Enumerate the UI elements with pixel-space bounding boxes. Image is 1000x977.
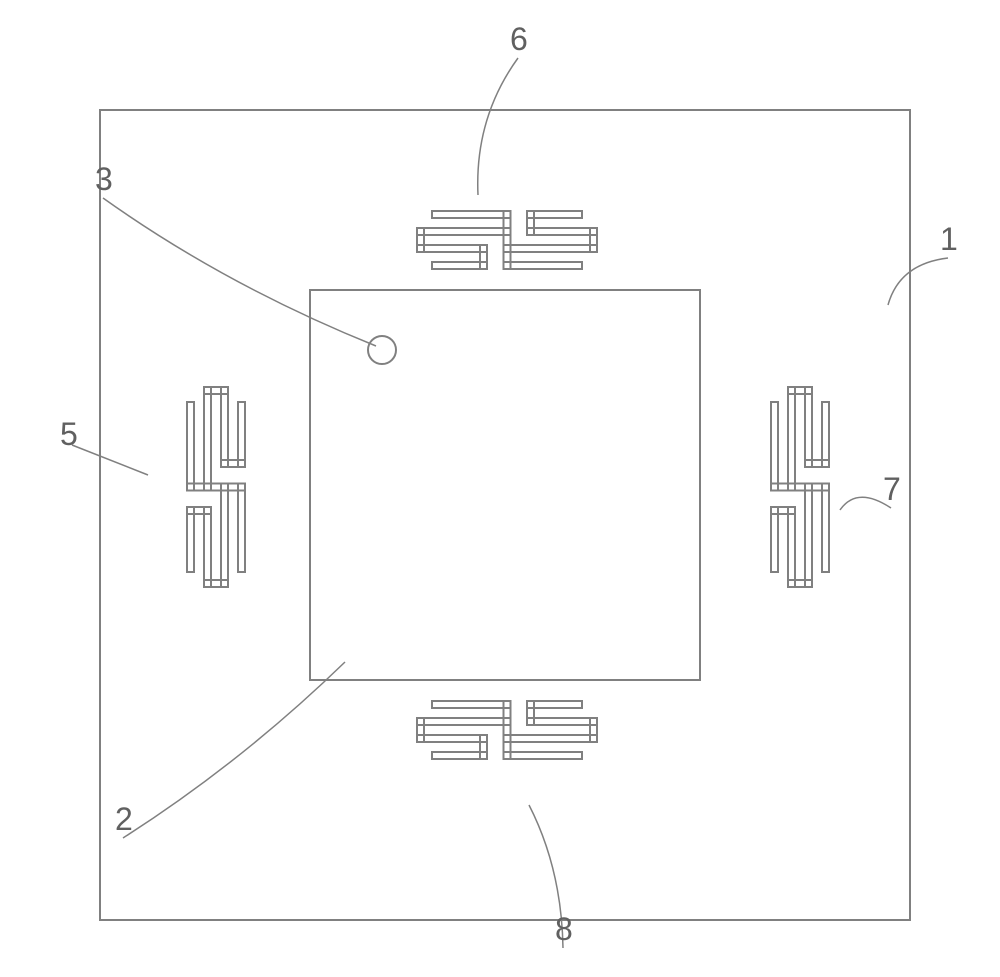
callout-label: 2 bbox=[115, 801, 133, 837]
resonator-vertical bbox=[187, 387, 245, 587]
callout-label: 7 bbox=[883, 471, 901, 507]
leader-line bbox=[123, 662, 345, 838]
diagram-svg: 1 2 3 5 6 7 8 bbox=[0, 0, 1000, 977]
callout-label: 5 bbox=[60, 416, 78, 452]
callout-label: 6 bbox=[510, 21, 528, 57]
leader-line bbox=[72, 445, 148, 475]
feed-point bbox=[368, 336, 396, 364]
leader-line bbox=[888, 258, 948, 305]
callout-label: 1 bbox=[940, 221, 958, 257]
callout-label: 8 bbox=[555, 911, 573, 947]
resonator-horizontal bbox=[417, 211, 597, 269]
leader-line bbox=[478, 58, 518, 195]
leader-line bbox=[103, 198, 376, 346]
callout-label: 3 bbox=[95, 161, 113, 197]
resonator-horizontal bbox=[417, 701, 597, 759]
resonator-vertical bbox=[771, 387, 829, 587]
